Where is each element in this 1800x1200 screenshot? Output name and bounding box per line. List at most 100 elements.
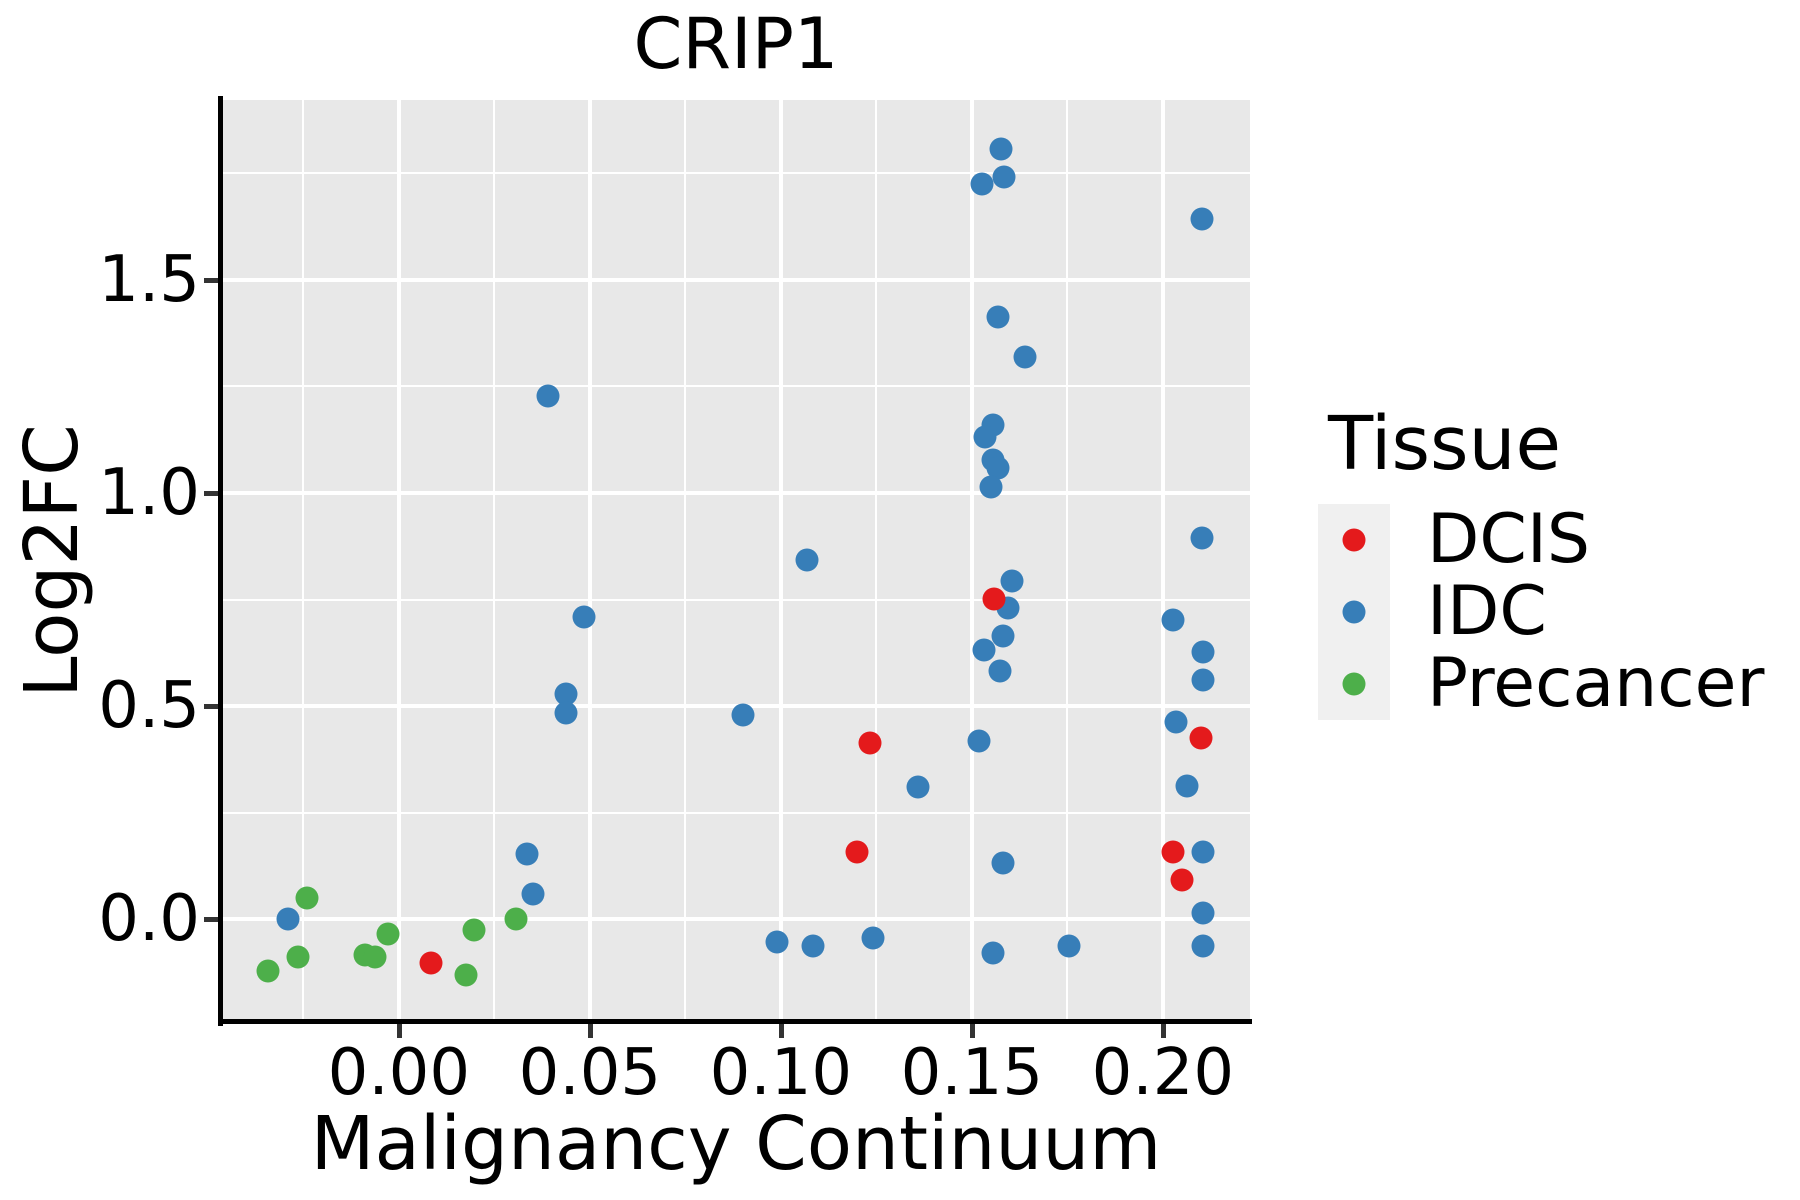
data-point-idc: [276, 907, 300, 931]
data-point-precancer: [376, 922, 400, 946]
x-tick-label: 0.00: [327, 1036, 471, 1110]
gridline-y-minor: [222, 598, 1250, 601]
data-point-idc: [801, 934, 825, 958]
gridline-y-minor: [222, 385, 1250, 388]
data-point-idc: [795, 548, 819, 572]
legend-label: Precancer: [1427, 644, 1765, 723]
data-point-dcis: [858, 731, 882, 755]
legend-key-precancer: [1318, 648, 1390, 720]
data-point-idc: [554, 682, 578, 706]
data-point-idc: [1161, 608, 1185, 632]
x-tick-label: 0.05: [518, 1036, 662, 1110]
plot-area: [222, 100, 1250, 1021]
data-point-idc: [992, 165, 1016, 189]
x-tick-mark: [1160, 1024, 1166, 1038]
y-tick-label: 1.5: [98, 242, 200, 317]
x-tick-label: 0.20: [1091, 1036, 1235, 1110]
y-tick-mark: [204, 704, 218, 709]
data-point-dcis: [1189, 726, 1213, 750]
y-tick-mark: [204, 917, 218, 922]
x-tick-mark: [587, 1024, 593, 1038]
data-point-idc: [572, 605, 596, 629]
gridline-x-major: [587, 100, 592, 1021]
data-point-idc: [521, 882, 545, 906]
data-point-precancer: [256, 959, 280, 983]
gridline-y-major: [222, 277, 1250, 282]
y-axis-title: Log2FC: [9, 424, 95, 698]
data-point-idc: [1191, 934, 1215, 958]
plot-title: CRIP1: [633, 3, 839, 85]
data-point-idc: [1191, 640, 1215, 664]
legend-dot-icon: [1342, 600, 1366, 624]
data-point-idc: [972, 638, 996, 662]
gridline-y-minor: [222, 811, 1250, 814]
legend-key-idc: [1318, 576, 1390, 648]
gridline-y-minor: [222, 172, 1250, 175]
data-point-idc: [970, 172, 994, 196]
data-point-idc: [1191, 668, 1215, 692]
data-point-precancer: [462, 918, 486, 942]
data-point-idc: [986, 305, 1010, 329]
data-point-idc: [1190, 526, 1214, 550]
gridline-x-minor: [684, 100, 687, 1021]
x-tick-mark: [969, 1024, 975, 1038]
gridline-x-minor: [1066, 100, 1069, 1021]
data-point-idc: [1175, 774, 1199, 798]
data-point-dcis: [1170, 868, 1194, 892]
gridline-x-major: [778, 100, 783, 1021]
legend-label: IDC: [1427, 572, 1547, 651]
legend-key-dcis: [1318, 504, 1390, 576]
data-point-idc: [1191, 840, 1215, 864]
data-point-precancer: [295, 886, 319, 910]
legend-dot-icon: [1342, 672, 1366, 696]
data-point-idc: [765, 930, 789, 954]
data-point-idc: [988, 659, 1012, 683]
legend-title: Tissue: [1328, 401, 1562, 487]
gridline-x-major: [1160, 100, 1165, 1021]
legend-label: DCIS: [1427, 500, 1591, 579]
data-point-idc: [967, 729, 991, 753]
data-point-idc: [1000, 569, 1024, 593]
gridline-y-major: [222, 490, 1250, 495]
data-point-idc: [1191, 901, 1215, 925]
x-tick-mark: [778, 1024, 784, 1038]
data-point-idc: [1190, 207, 1214, 231]
x-tick-label: 0.10: [709, 1036, 853, 1110]
gridline-x-major: [969, 100, 974, 1021]
data-point-dcis: [982, 587, 1006, 611]
data-point-idc: [1013, 345, 1037, 369]
data-point-idc: [1057, 934, 1081, 958]
data-point-dcis: [419, 951, 443, 975]
data-point-idc: [1164, 710, 1188, 734]
y-axis-spine: [218, 96, 223, 1026]
data-point-idc: [986, 456, 1010, 480]
gridline-x-major: [396, 100, 401, 1021]
legend-item-dcis: DCIS: [1318, 504, 1778, 576]
data-point-idc: [515, 842, 539, 866]
gridline-x-minor: [302, 100, 305, 1021]
x-axis-spine: [218, 1019, 1252, 1024]
data-point-idc: [973, 425, 997, 449]
x-tick-mark: [396, 1024, 402, 1038]
gridline-y-major: [222, 917, 1250, 921]
data-point-precancer: [363, 945, 387, 969]
data-point-idc: [979, 475, 1003, 499]
x-axis-title: Malignancy Continuum: [310, 1101, 1162, 1187]
data-point-precancer: [454, 963, 478, 987]
data-point-precancer: [504, 907, 528, 931]
legend-item-idc: IDC: [1318, 576, 1778, 648]
data-point-dcis: [845, 840, 869, 864]
legend-item-precancer: Precancer: [1318, 648, 1778, 720]
data-point-idc: [731, 703, 755, 727]
data-point-idc: [989, 137, 1013, 161]
y-tick-label: 0.0: [98, 882, 200, 956]
data-point-idc: [861, 926, 885, 950]
data-point-idc: [991, 624, 1015, 648]
y-tick-label: 0.5: [98, 669, 200, 743]
y-tick-mark: [204, 490, 218, 496]
y-tick-mark: [204, 277, 218, 283]
gridline-x-minor: [875, 100, 878, 1021]
data-point-idc: [906, 775, 930, 799]
data-point-dcis: [1161, 840, 1185, 864]
